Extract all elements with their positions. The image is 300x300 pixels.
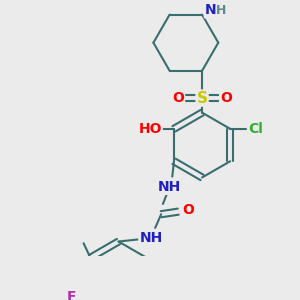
Text: NH: NH	[139, 231, 163, 245]
Text: O: O	[220, 91, 232, 105]
Text: F: F	[67, 290, 76, 300]
Text: H: H	[216, 4, 226, 17]
Text: O: O	[183, 203, 194, 217]
Text: N: N	[205, 3, 216, 17]
Text: Cl: Cl	[248, 122, 263, 136]
Text: HO: HO	[138, 122, 162, 136]
Text: NH: NH	[158, 180, 181, 194]
Text: S: S	[196, 91, 208, 106]
Text: O: O	[172, 91, 184, 105]
